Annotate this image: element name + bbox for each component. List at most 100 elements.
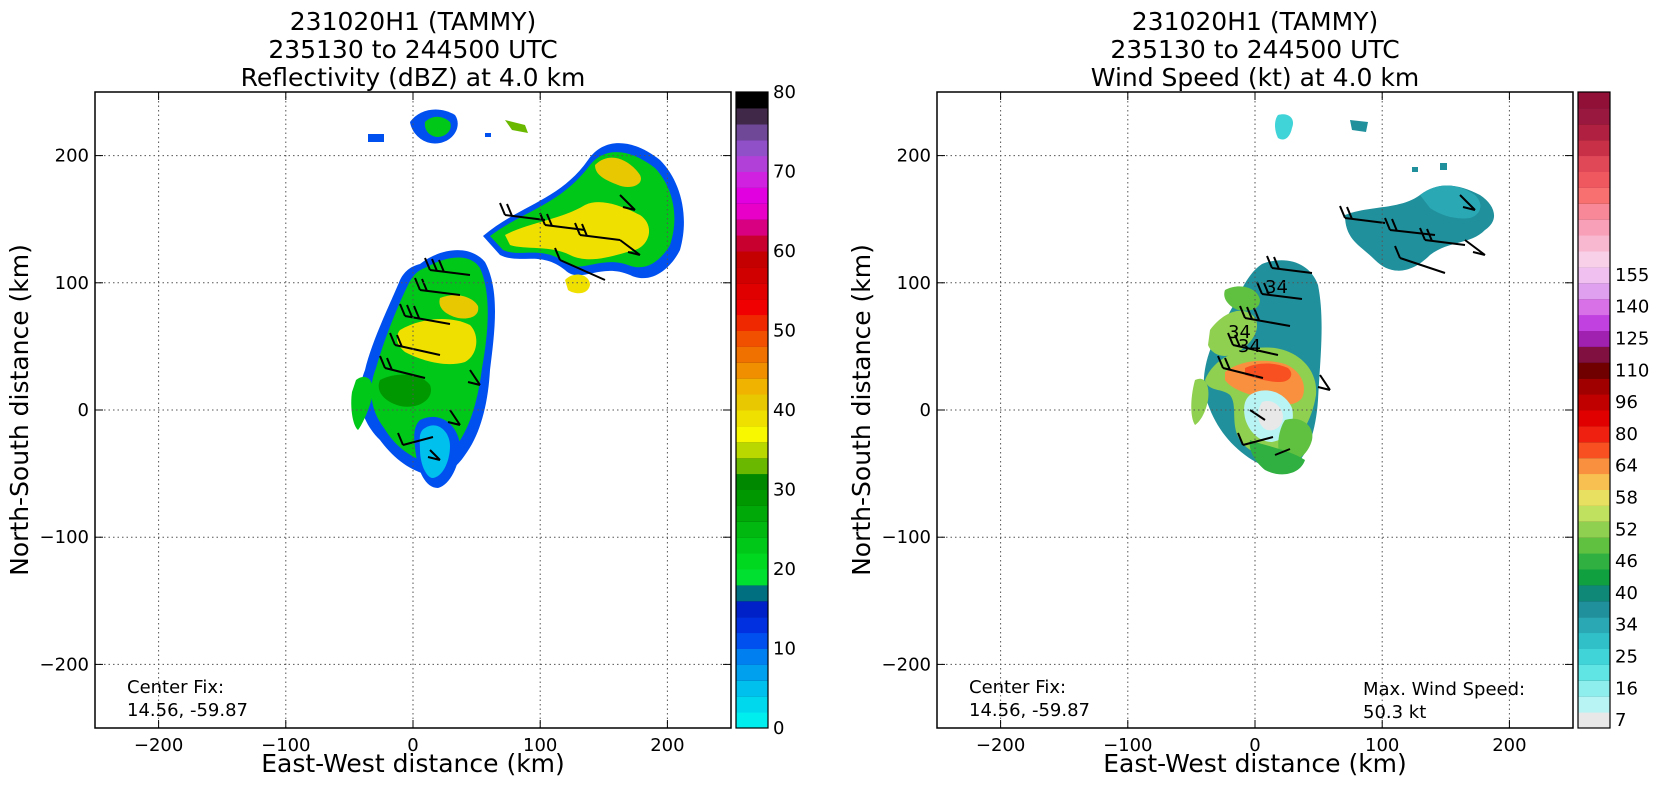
reflectivity-xtick-label: −200 (134, 735, 183, 756)
contour-label-34: 34 (1228, 322, 1251, 343)
reflectivity-colorbar-segment (736, 410, 768, 427)
wind-speed-colorbar-segment (1578, 378, 1610, 395)
reflectivity-colorbar-segment (736, 521, 768, 538)
wind-speed-colorbar-segment (1578, 266, 1610, 284)
reflectivity-ytick-label: −100 (40, 527, 89, 548)
wind-speed-colorbar-segment (1578, 139, 1610, 157)
wind-speed-colorbar-segment (1578, 346, 1610, 363)
contour-label-34: 34 (1238, 336, 1261, 357)
wind-speed-contour-labels: 34 34 34 (1228, 277, 1288, 357)
wind-speed-ytick-label: 200 (897, 146, 931, 167)
reflectivity-center-fix-label: Center Fix: (127, 677, 224, 698)
reflectivity-colorbar-tick-label: 0 (773, 718, 784, 739)
wind-speed-ytick-label: −200 (882, 654, 931, 675)
reflectivity-colorbar-segment (736, 425, 768, 443)
wind-speed-colorbar-segment (1578, 251, 1610, 268)
wind-speed-colorbar-segment (1578, 282, 1610, 300)
reflectivity-colorbar-tick-label: 20 (773, 559, 796, 580)
wind-speed-colorbar-segment (1578, 394, 1610, 411)
wind-speed-colorbar-segment (1578, 553, 1610, 570)
reflectivity-xtick-label: 200 (650, 735, 684, 756)
wind-speed-colorbar-segment (1578, 441, 1610, 459)
max-wind-speed-value: 50.3 kt (1363, 702, 1426, 723)
wind-speed-colorbar-tick-label: 140 (1615, 297, 1649, 318)
reflectivity-ytick-label: 200 (55, 146, 89, 167)
wind-speed-colorbar-segment (1578, 696, 1610, 713)
reflectivity-title-line-1: 231020H1 (TAMMY) (290, 7, 536, 36)
reflectivity-colorbar-tick-label: 30 (773, 480, 796, 501)
wind-speed-ytick-label: −100 (882, 527, 931, 548)
wind-speed-colorbar-segment (1578, 457, 1610, 475)
wind-speed-colorbar-segment (1578, 314, 1610, 331)
wind-speed-colorbar-segment (1578, 521, 1610, 538)
reflectivity-colorbar-segment (736, 123, 768, 141)
wind-speed-panel: 231020H1 (TAMMY) 235130 to 244500 UTC Wi… (847, 7, 1649, 778)
wind-speed-colorbar-tick-label: 64 (1615, 456, 1638, 477)
reflectivity-colorbar-segment (736, 187, 768, 204)
reflectivity-colorbar-tick-label: 10 (773, 639, 796, 660)
reflectivity-colorbar-segment (736, 378, 768, 395)
reflectivity-colorbar-segment (736, 282, 768, 300)
wind-speed-ylabel: North-South distance (km) (847, 244, 876, 576)
reflectivity-ytick-label: 0 (78, 400, 89, 421)
reflectivity-colorbar-segment (736, 171, 768, 188)
wind-speed-colorbar-segment (1578, 410, 1610, 427)
wind-speed-field: 34 34 34 (1191, 114, 1495, 475)
reflectivity-colorbar-tick-label: 50 (773, 321, 796, 342)
reflectivity-colorbar-segment (736, 648, 768, 665)
wind-speed-colorbar-segment (1578, 171, 1610, 188)
reflectivity-colorbar-segment (736, 92, 768, 109)
wind-speed-colorbar-segment (1578, 680, 1610, 697)
wind-speed-center-fix-value: 14.56, -59.87 (969, 700, 1090, 721)
reflectivity-title-line-3: Reflectivity (dBZ) at 4.0 km (241, 63, 586, 92)
reflectivity-colorbar-segment (736, 632, 768, 649)
reflectivity-colorbar-segment (736, 346, 768, 363)
reflectivity-colorbar-segment (736, 298, 768, 316)
reflectivity-colorbar-segment (736, 664, 768, 681)
wind-speed-colorbar-tick-label: 125 (1615, 328, 1649, 349)
reflectivity-colorbar-segment (736, 696, 768, 713)
reflectivity-colorbar-segment (736, 251, 768, 268)
wind-speed-ytick-label: 0 (920, 400, 931, 421)
wind-speed-center-fix-label: Center Fix: (969, 677, 1066, 698)
wind-speed-colorbar-segment (1578, 584, 1610, 602)
wind-speed-colorbar-segment (1578, 600, 1610, 618)
wind-speed-xtick-label: 200 (1492, 735, 1526, 756)
reflectivity-colorbar-tick-label: 40 (773, 400, 796, 421)
wind-speed-colorbar-segment (1578, 425, 1610, 443)
wind-speed-colorbar-tick-label: 58 (1615, 487, 1638, 508)
wind-speed-colorbar-segment (1578, 664, 1610, 681)
reflectivity-colorbar-segment (736, 362, 768, 379)
wind-speed-colorbar-tick-label: 96 (1615, 392, 1638, 413)
reflectivity-colorbar-segment (736, 537, 768, 554)
wind-title-line-2: 235130 to 244500 UTC (1110, 35, 1399, 64)
wind-speed-colorbar-segment (1578, 473, 1610, 490)
wind-speed-colorbar-segment (1578, 298, 1610, 316)
reflectivity-field (351, 109, 684, 488)
reflectivity-colorbar-segment (736, 457, 768, 475)
wind-speed-colorbar-segment (1578, 155, 1610, 172)
reflectivity-colorbar-tick-label: 80 (773, 82, 796, 103)
wind-speed-colorbar-tick-label: 40 (1615, 583, 1638, 604)
wind-speed-colorbar-segment (1578, 219, 1610, 236)
reflectivity-colorbar-frame (735, 91, 769, 729)
reflectivity-colorbar-segment (736, 680, 768, 697)
wind-title-line-1: 231020H1 (TAMMY) (1132, 7, 1378, 36)
reflectivity-colorbar-segment (736, 203, 768, 220)
wind-speed-colorbar-segment (1578, 537, 1610, 554)
wind-speed-colorbar-tick-label: 52 (1615, 519, 1638, 540)
reflectivity-colorbar-segment (736, 219, 768, 236)
reflectivity-colorbar-segment (736, 600, 768, 618)
wind-speed-colorbar-segment (1578, 123, 1610, 141)
wind-speed-colorbar-tick-label: 34 (1615, 615, 1638, 636)
reflectivity-colorbar-segment (736, 616, 768, 634)
reflectivity-colorbar-segment (736, 314, 768, 331)
max-wind-speed-label: Max. Wind Speed: (1363, 679, 1525, 700)
wind-speed-colorbar-segment (1578, 362, 1610, 379)
wind-speed-colorbar-segment (1578, 712, 1610, 729)
wind-speed-colorbar-segment (1578, 569, 1610, 586)
wind-speed-ticks: −200 −100 0 100 200 −200 −100 0 100 200 (882, 92, 1573, 756)
reflectivity-colorbar-segment (736, 569, 768, 586)
wind-speed-colorbar-segment (1578, 330, 1610, 347)
